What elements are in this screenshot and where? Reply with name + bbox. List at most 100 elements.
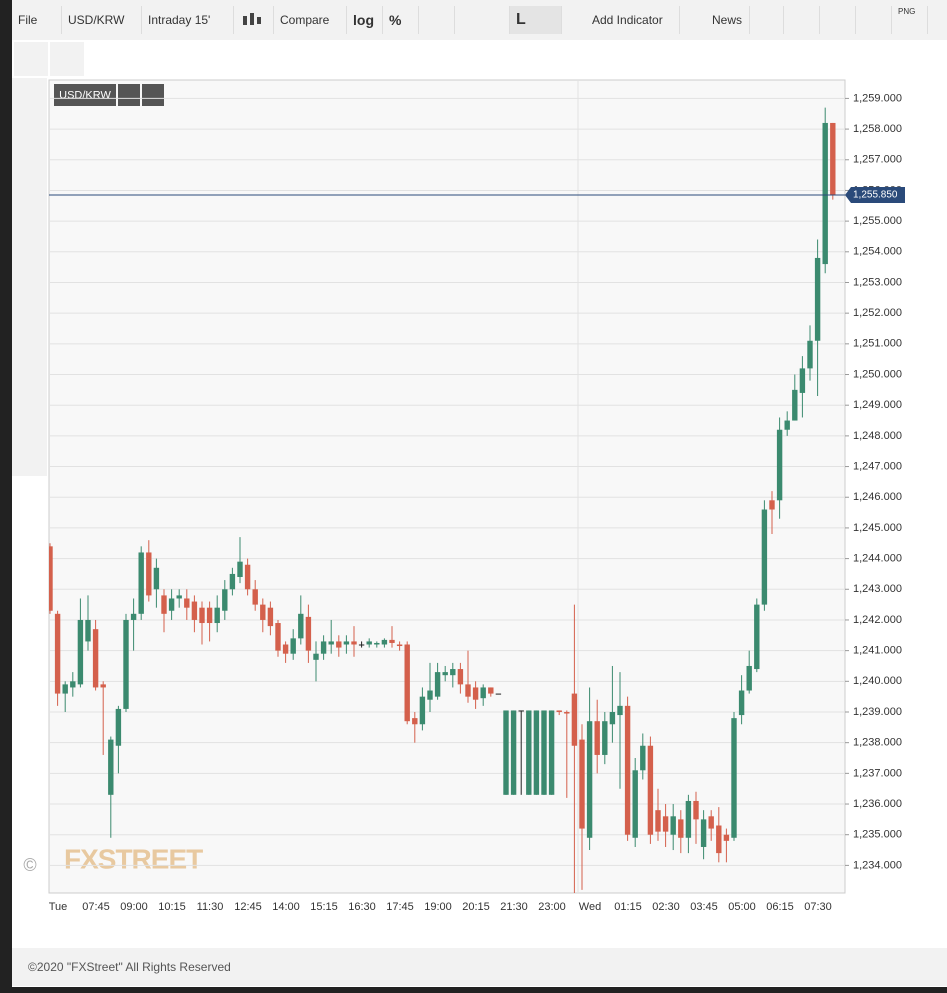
secondary-bar	[12, 40, 947, 78]
line-button[interactable]: L	[510, 6, 562, 34]
y-tick-label: 1,239.000	[853, 706, 902, 718]
plot-area	[48, 79, 846, 894]
candle-body	[161, 595, 167, 614]
candle-body	[465, 684, 471, 697]
candle-body	[77, 619, 84, 685]
candle-body	[814, 257, 821, 341]
candle-body	[366, 641, 372, 645]
candle-body	[624, 705, 631, 835]
last-price-tag	[845, 187, 905, 204]
compare[interactable]: Compare	[274, 6, 347, 34]
candle-body	[146, 552, 152, 596]
x-tick-label: 21:30	[500, 901, 528, 913]
candle-body	[700, 819, 707, 847]
candle-body	[746, 665, 752, 691]
candle-body	[153, 567, 160, 590]
draw-button[interactable]	[419, 6, 455, 34]
y-tick-label: 1,253.000	[853, 276, 902, 288]
x-tick-label: Tue	[49, 901, 68, 913]
zoom-in[interactable]	[784, 6, 820, 34]
y-tick-label: 1,237.000	[853, 767, 902, 779]
print[interactable]	[856, 6, 892, 34]
candle-body	[328, 641, 334, 645]
interval-menu[interactable]: Intraday 15'	[142, 6, 234, 34]
candle-body	[374, 642, 380, 645]
candle-body	[609, 711, 616, 725]
label: File	[18, 13, 38, 27]
candle-body	[662, 816, 669, 832]
candle-body	[731, 718, 737, 838]
label: Add Indicator	[592, 13, 663, 27]
candle-body	[100, 684, 106, 688]
y-tick-label: 1,249.000	[853, 399, 902, 411]
candle-body	[419, 696, 426, 725]
candle-body	[518, 710, 524, 712]
chart-type[interactable]	[234, 6, 274, 34]
candle-body	[799, 368, 806, 393]
symbol-menu[interactable]: USD/KRW	[62, 6, 142, 34]
candle-body	[586, 721, 593, 838]
y-tick-label: 1,243.000	[853, 583, 902, 595]
symbol-label: USD/KRW	[59, 89, 111, 101]
candle-body	[412, 718, 418, 725]
x-tick-label: 23:00	[538, 901, 566, 913]
symbol-tag	[54, 84, 116, 106]
volume-button[interactable]	[455, 6, 510, 34]
y-tick-label: 1,244.000	[853, 553, 902, 565]
file-menu[interactable]: File	[12, 6, 62, 34]
y-tick-label: 1,236.000	[853, 798, 902, 810]
y-tick-label: 1,247.000	[853, 460, 902, 472]
x-tick-label: 09:00	[120, 901, 148, 913]
candle-body	[434, 672, 441, 697]
candle-body	[761, 509, 768, 605]
candle-body	[548, 710, 555, 795]
y-tick-label: 1,254.000	[853, 246, 902, 258]
mute[interactable]	[50, 42, 84, 76]
candle-body	[244, 564, 251, 590]
y-tick-label: 1,238.000	[853, 737, 902, 749]
percent-button[interactable]: %	[383, 6, 419, 34]
candle-body	[594, 721, 600, 755]
y-tick-label: 1,241.000	[853, 645, 902, 657]
candle-body	[404, 644, 410, 722]
candle-body	[351, 641, 357, 645]
y-tick-label: 1,246.000	[853, 491, 902, 503]
candle-body	[640, 745, 646, 771]
candle-body	[442, 672, 448, 676]
x-tick-label: 06:15	[766, 901, 794, 913]
candle-body	[282, 644, 289, 654]
y-tick-label: 1,235.000	[853, 829, 902, 841]
y-tick-label: 1,258.000	[853, 123, 902, 135]
y-tick-label: 1,242.000	[853, 614, 902, 626]
settings-button[interactable]	[142, 84, 164, 106]
candle-body	[655, 810, 661, 832]
fullscreen[interactable]	[14, 42, 48, 76]
x-tick-label: 01:15	[614, 901, 642, 913]
zoom-out[interactable]	[820, 6, 856, 34]
candle-body	[237, 561, 243, 578]
candle-body	[579, 739, 585, 829]
candle-body	[176, 595, 182, 599]
candle-body	[298, 613, 304, 639]
footer: ©2020 "FXStreet" All Rights Reserved	[12, 948, 947, 986]
candle-body	[602, 721, 608, 755]
candle-body	[708, 816, 714, 829]
copyright-mark: ©	[23, 855, 36, 875]
reload-button[interactable]	[118, 84, 140, 106]
y-tick-label: 1,255.000	[853, 215, 902, 227]
png-export[interactable]: PNG	[892, 6, 928, 34]
log-button[interactable]: log	[347, 6, 383, 34]
candle-body	[776, 429, 783, 501]
candle-body	[320, 641, 327, 654]
news-button[interactable]: News	[680, 6, 750, 34]
add-indicator[interactable]: Add Indicator	[562, 6, 680, 34]
candle-body	[670, 816, 676, 835]
candle-body	[115, 708, 122, 746]
candle-body	[267, 607, 274, 627]
candle-body	[343, 641, 350, 645]
refresh[interactable]	[750, 6, 784, 34]
candle-body	[49, 546, 53, 611]
label: log	[353, 12, 374, 28]
candle-body	[62, 684, 68, 694]
candle-body	[480, 687, 486, 699]
